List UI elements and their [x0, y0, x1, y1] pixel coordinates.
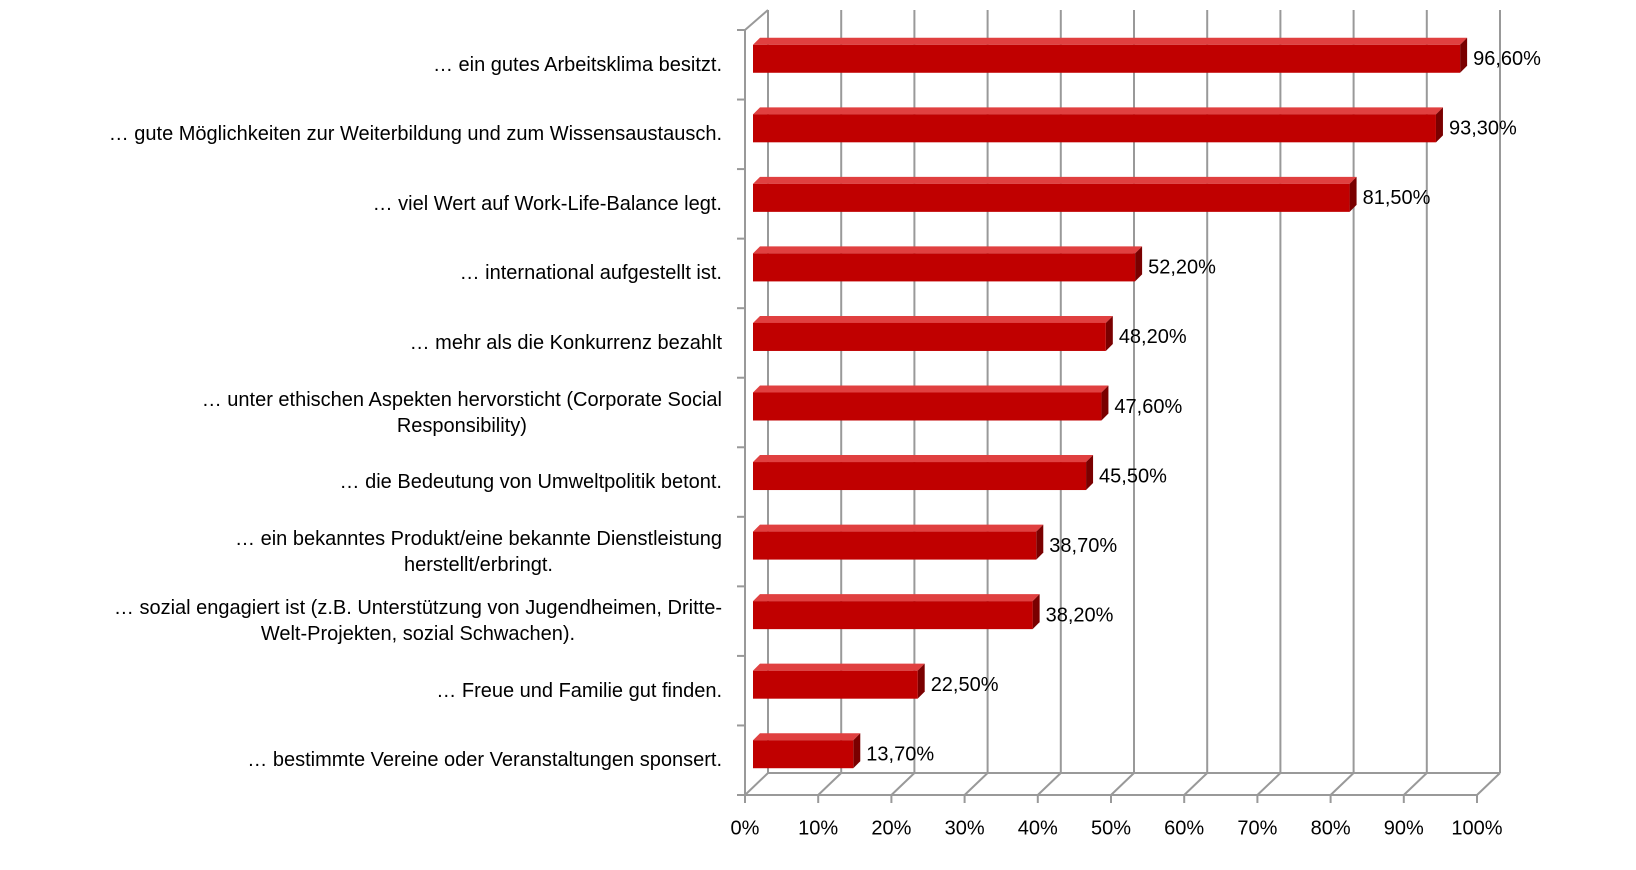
category-label: … mehr als die Konkurrenz bezahlt [409, 331, 722, 354]
bar-side [1135, 246, 1143, 282]
bar-side [1460, 37, 1468, 73]
category-label: … Freue und Familie gut finden. [436, 679, 722, 702]
x-tick-label: 60% [1164, 817, 1204, 839]
value-label: 96,60% [1473, 48, 1541, 70]
x-tick-label: 50% [1091, 817, 1131, 839]
value-label: 22,50% [931, 674, 999, 696]
category-label: … international aufgestellt ist. [459, 262, 722, 285]
bar [753, 114, 1436, 143]
bar-top [753, 107, 1443, 115]
grid-line-floor [744, 772, 769, 796]
grid-line-floor [1110, 772, 1135, 796]
bar-side [1032, 594, 1040, 630]
category-label: … ein bekanntes Produkt/eine bekannte Di… [235, 527, 722, 576]
value-label: 38,70% [1049, 535, 1117, 557]
left-wall-top [744, 9, 769, 31]
bar-top [753, 37, 1468, 45]
grid-line-floor [963, 772, 989, 796]
bar [753, 462, 1087, 491]
x-tick-label: 100% [1451, 817, 1502, 839]
x-tick-label: 30% [945, 817, 985, 839]
bar [753, 601, 1033, 630]
bar-side [1105, 315, 1113, 351]
x-tick-label: 20% [871, 817, 911, 839]
grid-line-floor [817, 772, 842, 796]
value-label: 38,20% [1046, 604, 1114, 626]
category-label: … gute Möglichkeiten zur Weiterbildung u… [108, 123, 722, 146]
grid-line-floor [890, 772, 916, 796]
grid-line-floor [1476, 772, 1501, 796]
bar-side [1036, 524, 1044, 560]
x-tick-label: 40% [1018, 817, 1058, 839]
value-label: 81,50% [1363, 187, 1431, 209]
value-label: 45,50% [1099, 465, 1167, 487]
category-label: … sozial engagiert ist (z.B. Unterstützu… [113, 597, 722, 646]
category-label: … unter ethischen Aspekten hervorsticht … [201, 388, 722, 437]
category-label: … bestimmte Vereine oder Veranstaltungen… [247, 749, 722, 772]
grid-line-floor [1037, 772, 1062, 796]
bar-side [853, 733, 861, 769]
value-label: 47,60% [1114, 396, 1182, 418]
bar-top [753, 246, 1143, 254]
x-tick-label: 80% [1311, 817, 1351, 839]
bar [753, 253, 1136, 282]
bar-top [753, 176, 1357, 184]
category-label: … die Bedeutung von Umweltpolitik betont… [339, 471, 722, 494]
bar [753, 670, 918, 699]
grid-line-floor [1183, 772, 1208, 796]
grid-line-floor [1329, 772, 1355, 796]
value-label: 52,20% [1148, 257, 1216, 279]
grid-line-floor [1403, 772, 1428, 796]
bar-top [753, 455, 1094, 463]
bar-side [1086, 455, 1094, 491]
grid-line-floor [1256, 772, 1282, 796]
bar-top [753, 385, 1109, 393]
x-tick-label: 90% [1384, 817, 1424, 839]
x-tick-label: 0% [731, 817, 760, 839]
x-tick-label: 70% [1237, 817, 1277, 839]
bar [753, 322, 1106, 351]
value-label: 48,20% [1119, 326, 1187, 348]
bar-side [1101, 385, 1109, 421]
bar-side [1349, 176, 1357, 212]
category-label: … ein gutes Arbeitsklima besitzt. [432, 53, 722, 76]
bar [753, 740, 854, 769]
bar-top [753, 663, 925, 671]
bar-top [753, 594, 1040, 602]
value-label: 93,30% [1449, 118, 1517, 140]
category-label: … viel Wert auf Work-Life-Balance legt. [372, 192, 722, 215]
bar-side [917, 663, 925, 699]
bar [753, 183, 1350, 212]
bar-top [753, 524, 1044, 532]
bar [753, 531, 1037, 560]
bar-top [753, 733, 861, 741]
bar-top [753, 315, 1113, 323]
bar-side [1435, 107, 1443, 143]
bar [753, 392, 1102, 421]
bar [753, 44, 1461, 73]
value-label: 13,70% [866, 744, 934, 766]
x-tick-label: 10% [798, 817, 838, 839]
